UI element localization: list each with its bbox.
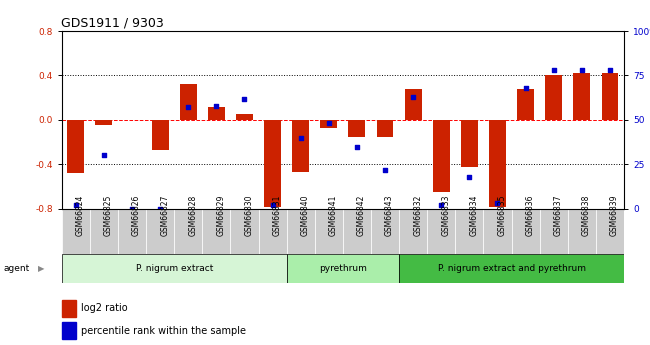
Bar — [568, 209, 596, 254]
Bar — [405, 89, 422, 120]
Bar — [146, 209, 174, 254]
Bar — [202, 209, 231, 254]
Bar — [236, 114, 253, 120]
Text: P. nigrum extract: P. nigrum extract — [135, 264, 213, 273]
Bar — [517, 89, 534, 120]
Bar — [62, 300, 76, 317]
Bar — [545, 76, 562, 120]
Text: GDS1911 / 9303: GDS1911 / 9303 — [61, 17, 164, 30]
Point — [521, 85, 531, 91]
Bar — [371, 209, 399, 254]
Text: GSM66834: GSM66834 — [469, 195, 478, 236]
Bar — [259, 209, 287, 254]
Bar — [489, 120, 506, 207]
Bar — [208, 107, 225, 120]
Bar — [118, 209, 146, 254]
Bar — [512, 209, 540, 254]
Point — [239, 96, 250, 101]
Bar — [484, 209, 512, 254]
Text: GSM66831: GSM66831 — [272, 195, 281, 236]
Text: GSM66829: GSM66829 — [216, 195, 226, 236]
Bar — [62, 209, 90, 254]
Bar — [62, 322, 76, 339]
Text: agent: agent — [3, 264, 29, 273]
Bar — [62, 254, 287, 283]
Text: GSM66826: GSM66826 — [132, 195, 141, 236]
Text: GSM66836: GSM66836 — [526, 195, 534, 236]
Text: percentile rank within the sample: percentile rank within the sample — [81, 326, 246, 336]
Bar — [264, 120, 281, 207]
Text: GSM66843: GSM66843 — [385, 195, 394, 236]
Point — [99, 152, 109, 158]
Bar — [174, 209, 202, 254]
Bar — [292, 120, 309, 172]
Point — [267, 203, 278, 208]
Bar — [399, 254, 624, 283]
Point — [577, 67, 587, 73]
Text: GSM66824: GSM66824 — [76, 195, 85, 236]
Point — [155, 206, 165, 211]
Bar — [96, 120, 112, 126]
Text: pyrethrum: pyrethrum — [319, 264, 367, 273]
Point — [492, 201, 502, 206]
Text: GSM66837: GSM66837 — [554, 195, 563, 236]
Bar — [399, 209, 427, 254]
Point — [436, 203, 447, 208]
Text: GSM66835: GSM66835 — [497, 195, 506, 236]
Bar — [456, 209, 484, 254]
Bar — [180, 84, 197, 120]
Text: GSM66838: GSM66838 — [582, 195, 591, 236]
Point — [211, 103, 222, 108]
Bar — [68, 120, 84, 173]
Text: GSM66842: GSM66842 — [357, 195, 366, 236]
Point — [324, 121, 334, 126]
Bar — [573, 73, 590, 120]
Bar — [90, 209, 118, 254]
Bar — [596, 209, 624, 254]
Text: P. nigrum extract and pyrethrum: P. nigrum extract and pyrethrum — [437, 264, 586, 273]
Bar — [320, 120, 337, 128]
Point — [408, 94, 419, 100]
Point — [127, 206, 137, 211]
Bar — [343, 209, 371, 254]
Text: GSM66828: GSM66828 — [188, 195, 197, 236]
Text: log2 ratio: log2 ratio — [81, 303, 128, 313]
Bar — [540, 209, 568, 254]
Bar — [601, 73, 618, 120]
Point — [71, 203, 81, 208]
Bar — [315, 209, 343, 254]
Bar — [151, 120, 168, 150]
Point — [549, 67, 559, 73]
Bar — [376, 120, 393, 137]
Bar — [287, 209, 315, 254]
Point — [380, 167, 390, 172]
Bar — [348, 120, 365, 137]
Point — [352, 144, 362, 149]
Bar — [287, 254, 399, 283]
Text: GSM66833: GSM66833 — [441, 195, 450, 236]
Point — [604, 67, 615, 73]
Text: GSM66841: GSM66841 — [329, 195, 338, 236]
Text: GSM66830: GSM66830 — [244, 195, 254, 236]
Text: GSM66832: GSM66832 — [413, 195, 422, 236]
Point — [183, 105, 194, 110]
Text: GSM66827: GSM66827 — [160, 195, 169, 236]
Text: GSM66839: GSM66839 — [610, 195, 619, 236]
Point — [464, 174, 474, 179]
Bar — [231, 209, 259, 254]
Bar — [427, 209, 455, 254]
Text: GSM66840: GSM66840 — [301, 195, 309, 236]
Text: GSM66825: GSM66825 — [104, 195, 113, 236]
Point — [296, 135, 306, 140]
Bar — [461, 120, 478, 167]
Bar — [433, 120, 450, 192]
Text: ▶: ▶ — [38, 264, 44, 273]
